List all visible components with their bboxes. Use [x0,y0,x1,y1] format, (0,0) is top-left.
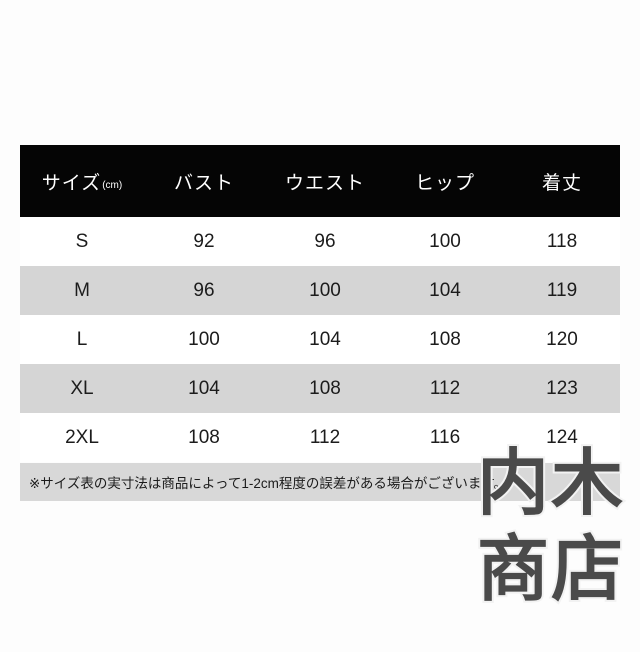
cell-length: 118 [546,230,578,252]
cell-length: 120 [546,328,578,350]
table-row: S 92 96 100 118 [20,217,620,266]
column-header-bust: バスト [173,172,234,194]
cell-bust: 92 [193,230,215,252]
table-row: L 100 104 108 120 [20,315,620,364]
cell-hip: 108 [429,328,461,350]
cell-waist: 100 [309,279,341,301]
cell-length: 124 [546,426,578,448]
column-header-length: 着丈 [541,172,582,194]
cell-waist: 96 [314,230,336,252]
cell-size: S [75,230,89,252]
cell-size: 2XL [65,426,99,448]
watermark-line-2: 商店 [475,525,625,613]
cell-length: 123 [546,377,578,399]
cell-hip: 100 [429,230,461,252]
size-table-header: サイズ(cm) バスト ウエスト ヒップ 着丈 [20,145,620,217]
table-row: XL 104 108 112 123 [20,364,620,413]
size-table-body: S 92 96 100 118 M 96 100 104 119 L 100 1… [20,217,620,462]
cell-size: XL [70,377,94,399]
table-row: M 96 100 104 119 [20,266,620,315]
cell-waist: 112 [309,426,341,448]
cell-bust: 100 [188,328,220,350]
table-row: 2XL 108 112 116 124 [20,413,620,462]
column-header-waist: ウエスト [284,172,365,194]
size-note-band: ※サイズ表の実寸法は商品によって1-2cm程度の誤差がある場合がございます。 [20,463,620,501]
size-table-container: サイズ(cm) バスト ウエスト ヒップ 着丈 S 92 96 100 118 … [20,145,620,462]
cell-waist: 104 [309,328,341,350]
size-table: サイズ(cm) バスト ウエスト ヒップ 着丈 S 92 96 100 118 … [20,145,620,462]
cell-bust: 96 [193,279,215,301]
column-header-size: サイズ(cm) [20,145,144,217]
cell-hip: 116 [429,426,461,448]
column-header-size-label: サイズ [41,172,102,194]
cell-length: 119 [546,279,578,301]
cell-size: L [76,328,88,350]
cell-waist: 108 [309,377,341,399]
column-header-size-unit: (cm) [102,179,123,191]
cell-hip: 112 [429,377,461,399]
cell-size: M [74,279,90,301]
cell-bust: 108 [188,426,220,448]
size-note-text: ※サイズ表の実寸法は商品によって1-2cm程度の誤差がある場合がございます。 [29,476,507,491]
cell-bust: 104 [188,377,220,399]
header-row: サイズ(cm) バスト ウエスト ヒップ 着丈 [20,145,620,217]
cell-hip: 104 [429,279,461,301]
column-header-hip: ヒップ [414,172,475,194]
